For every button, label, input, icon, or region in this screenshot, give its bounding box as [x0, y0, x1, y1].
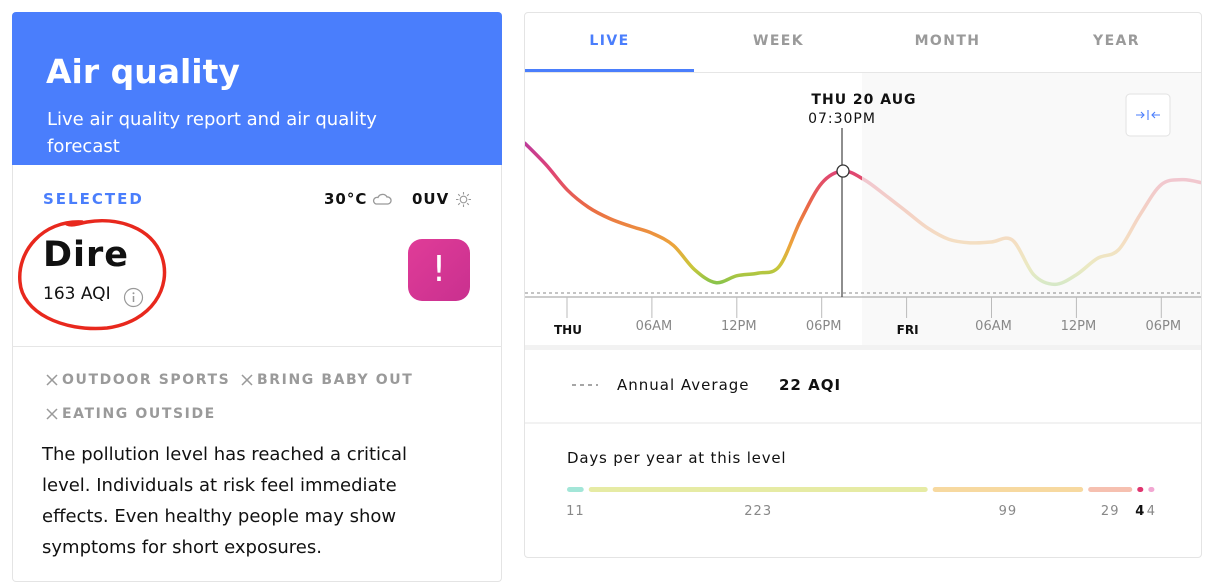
warning: OUTDOOR SPORTS	[45, 372, 230, 388]
x-tick-label: 12PM	[1061, 319, 1097, 334]
days-segment	[588, 487, 928, 492]
days-segment	[932, 487, 1084, 492]
selected-label: SELECTED	[43, 190, 144, 208]
x-tick-label: 06AM	[975, 319, 1012, 334]
legend-label: Annual Average	[617, 376, 750, 394]
tab[interactable]: MONTH	[914, 33, 981, 49]
cloud-icon	[372, 193, 392, 205]
days-title: Days per year at this level	[567, 449, 787, 467]
tab[interactable]: WEEK	[752, 33, 805, 49]
title: Air quality	[46, 52, 240, 91]
level-icon: !	[408, 239, 470, 301]
tooltip-date: THU 20 AUG	[811, 92, 917, 108]
days-label: 4	[1135, 504, 1145, 519]
level: Dire	[43, 235, 130, 275]
days-label: 29	[1101, 504, 1120, 519]
x-tick-label: 06AM	[636, 319, 673, 334]
x-tick-label: 12PM	[721, 319, 757, 334]
tab-underline	[525, 69, 694, 72]
divider	[12, 346, 502, 347]
divider	[525, 72, 1201, 73]
x-tick-label: 06PM	[1145, 319, 1181, 334]
x-icon	[241, 374, 253, 386]
days-segment	[1148, 487, 1155, 492]
info-icon[interactable]	[123, 287, 144, 308]
aqi: 163 AQI	[43, 284, 111, 304]
collapse-icon	[1136, 110, 1160, 120]
days-label: 4	[1147, 504, 1156, 519]
x-icon	[46, 374, 58, 386]
selected-point	[836, 164, 850, 178]
page: Air quality Live air quality report and …	[12, 12, 1202, 582]
divider	[525, 345, 1201, 350]
x-tick-label: 06PM	[806, 319, 842, 334]
days-label: 223	[744, 504, 772, 519]
x-tick-label: THU	[554, 323, 582, 337]
tab[interactable]: YEAR	[1093, 33, 1140, 49]
days-label: 11	[566, 504, 585, 519]
tab[interactable]: LIVE	[589, 33, 630, 49]
sun-icon	[456, 192, 471, 207]
uv-index: 0UV	[412, 190, 450, 208]
days-label: 99	[999, 504, 1018, 519]
warning-text: EATING OUTSIDE	[62, 406, 216, 422]
header	[12, 12, 502, 165]
description: The pollution level has reached a critic…	[42, 444, 407, 558]
tooltip-time: 07:30PM	[808, 111, 876, 127]
x-icon	[46, 408, 58, 420]
temperature: 30°C	[324, 190, 368, 208]
days-segment	[1137, 487, 1144, 492]
warning-text: BRING BABY OUT	[257, 372, 414, 388]
days-segment	[567, 487, 584, 492]
warning: BRING BABY OUT	[240, 372, 413, 388]
subtitle: Live air quality report and air quality …	[47, 109, 377, 157]
annual-average: 22 AQI	[779, 376, 842, 394]
warning-text: OUTDOOR SPORTS	[62, 372, 231, 388]
chart: THU 06AM 12PM 06PM FRI 06AM 12PM 06PM 11 223 99 29 4…	[525, 93, 1201, 519]
hand-drawn-circle	[18, 219, 167, 331]
days-segment	[1088, 487, 1133, 492]
x-tick-label: FRI	[897, 323, 919, 337]
warning: EATING OUTSIDE	[45, 406, 216, 422]
